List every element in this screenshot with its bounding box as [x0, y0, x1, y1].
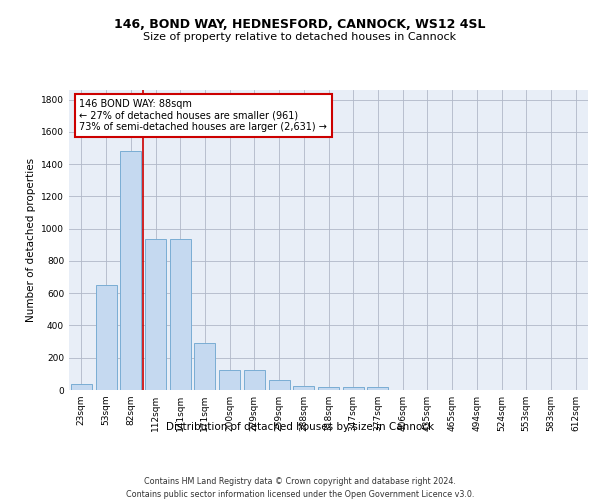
Text: 146 BOND WAY: 88sqm
← 27% of detached houses are smaller (961)
73% of semi-detac: 146 BOND WAY: 88sqm ← 27% of detached ho… — [79, 99, 327, 132]
Text: Distribution of detached houses by size in Cannock: Distribution of detached houses by size … — [166, 422, 434, 432]
Bar — [219, 370, 240, 390]
Bar — [343, 387, 364, 390]
Bar — [318, 387, 339, 390]
Bar — [120, 152, 141, 390]
Bar — [269, 380, 290, 390]
Bar — [367, 387, 388, 390]
Y-axis label: Number of detached properties: Number of detached properties — [26, 158, 35, 322]
Text: Contains public sector information licensed under the Open Government Licence v3: Contains public sector information licen… — [126, 490, 474, 499]
Bar — [170, 239, 191, 390]
Bar — [71, 384, 92, 390]
Bar — [293, 386, 314, 390]
Bar — [244, 370, 265, 390]
Bar — [194, 343, 215, 390]
Bar — [145, 239, 166, 390]
Text: Contains HM Land Registry data © Crown copyright and database right 2024.: Contains HM Land Registry data © Crown c… — [144, 478, 456, 486]
Text: 146, BOND WAY, HEDNESFORD, CANNOCK, WS12 4SL: 146, BOND WAY, HEDNESFORD, CANNOCK, WS12… — [114, 18, 486, 30]
Text: Size of property relative to detached houses in Cannock: Size of property relative to detached ho… — [143, 32, 457, 42]
Bar — [95, 285, 116, 390]
